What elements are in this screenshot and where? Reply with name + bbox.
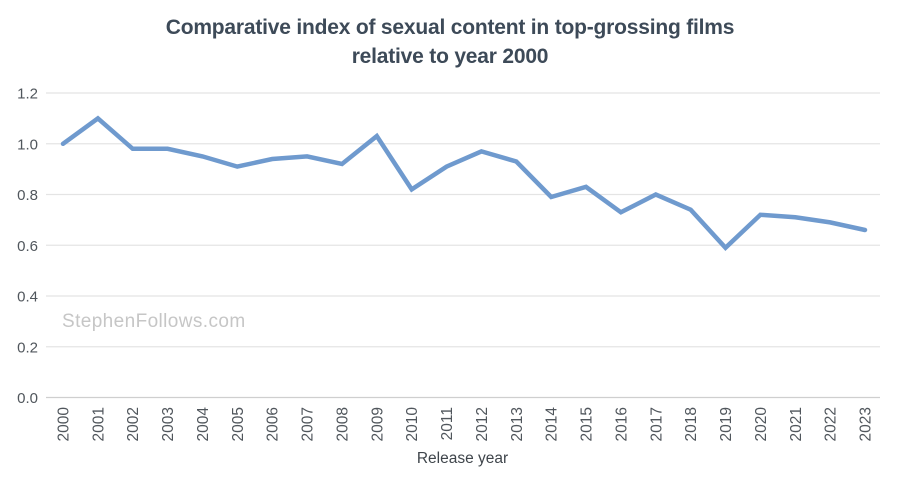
- x-tick-label: 2001: [90, 407, 107, 441]
- x-tick-label: 2017: [648, 407, 665, 441]
- x-tick-label: 2002: [125, 407, 142, 441]
- x-tick-label: 2018: [683, 407, 700, 441]
- x-tick-label: 2006: [265, 407, 282, 441]
- data-line-series: [60, 115, 868, 252]
- x-tick-label: 2023: [858, 407, 875, 441]
- y-tick-label: 1.2: [17, 86, 38, 103]
- x-tick-label: 2000: [56, 407, 73, 442]
- x-tick-label: 2009: [369, 407, 386, 441]
- watermark: StephenFollows.com: [62, 311, 246, 332]
- x-tick-label: 2020: [753, 407, 770, 442]
- x-axis-title: Release year: [416, 450, 509, 467]
- y-tick-label: 0.2: [17, 339, 38, 356]
- chart-title-line2: relative to year 2000: [351, 45, 549, 68]
- chart-title-line1: Comparative index of sexual content in t…: [165, 16, 735, 39]
- y-tick-label: 1.0: [17, 136, 38, 153]
- x-tick-label: 2019: [718, 407, 735, 441]
- x-tick-label: 2016: [613, 407, 630, 441]
- x-tick-label: 2011: [439, 407, 456, 440]
- x-tick-label: 2022: [823, 407, 840, 441]
- x-tick-label: 2012: [474, 407, 491, 441]
- x-tick-label: 2005: [230, 407, 247, 441]
- x-tick-label: 2015: [579, 407, 596, 441]
- y-tick-label: 0.6: [17, 238, 38, 255]
- x-tick-label: 2007: [300, 407, 317, 441]
- x-tick-label: 2014: [544, 407, 561, 442]
- x-tick-label: 2021: [788, 407, 805, 441]
- x-tick-label: 2008: [334, 407, 351, 441]
- x-tick-label: 2010: [404, 407, 421, 442]
- y-tick-label: 0.8: [17, 187, 38, 204]
- x-tick-label: 2013: [509, 407, 526, 441]
- x-tick-label: 2004: [195, 407, 212, 442]
- y-tick-label: 0.4: [17, 289, 38, 306]
- chart-title: Comparative index of sexual content in t…: [0, 13, 900, 71]
- y-tick-label: 0.0: [17, 390, 38, 407]
- x-tick-label: 2003: [160, 407, 177, 441]
